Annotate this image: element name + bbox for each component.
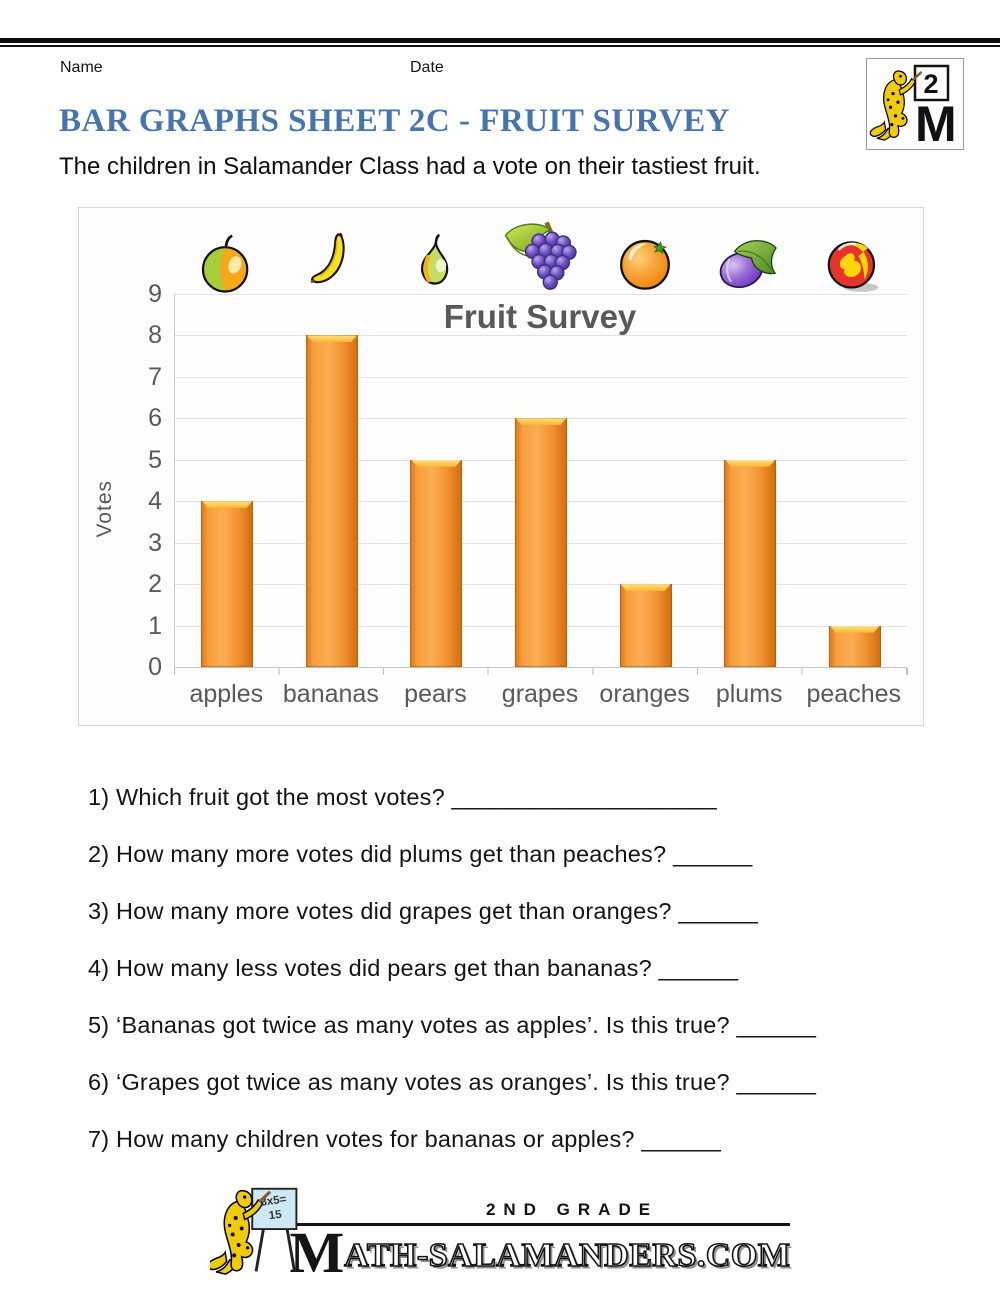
logo-letter-m: M — [915, 96, 957, 147]
top-divider — [0, 38, 1000, 47]
bar-column-oranges — [593, 294, 698, 667]
x-axis-ticks — [174, 668, 908, 675]
category-label-pears: pears — [404, 680, 467, 708]
question-item-3: 3) How many more votes did grapes get th… — [88, 898, 759, 924]
y-tick-label: 5 — [148, 445, 162, 474]
fruit-icon-row — [174, 211, 906, 295]
bar-pears — [410, 459, 463, 667]
category-label-apples: apples — [189, 680, 264, 708]
math-salamanders-corner-logo: M 2 — [866, 58, 964, 152]
question-item-1: 1) Which fruit got the most votes? _____… — [88, 784, 717, 810]
board-equation-line1: 3x5= — [259, 1194, 286, 1209]
footer-site-rest: ATH-SALAMANDERS.COM — [343, 1236, 791, 1274]
y-tick-label: 8 — [148, 321, 162, 350]
peach-icon — [827, 241, 879, 292]
question-item-2: 2) How many more votes did plums get tha… — [88, 841, 753, 867]
fruit-survey-chart: Fruit Survey 0 1 2 3 4 5 6 7 8 9 Votes apples bana… — [78, 207, 924, 726]
pear-icon — [421, 233, 449, 285]
category-label-bananas: bananas — [282, 680, 379, 708]
bar-column-pears — [384, 294, 489, 667]
footer-grade-text: 2ND GRADE — [289, 1200, 791, 1226]
bar-column-peaches — [802, 294, 907, 667]
apple-icon — [202, 234, 249, 293]
chart-title: Fruit Survey — [443, 298, 637, 335]
bar-column-grapes — [489, 294, 594, 667]
gridline — [175, 376, 907, 378]
question-item-4: 4) How many less votes did pears get tha… — [88, 955, 739, 981]
y-tick-label: 0 — [148, 653, 162, 681]
y-tick-label: 9 — [148, 280, 162, 308]
x-axis-category-labels: apples bananas pears grapes oranges plums peac… — [174, 680, 906, 709]
bar-column-bananas — [280, 294, 385, 667]
question-item-5: 5) ‘Bananas got twice as many votes as a… — [88, 1012, 817, 1038]
footer-site-initial: M — [289, 1219, 345, 1285]
gridline — [175, 294, 907, 295]
bars-container — [175, 294, 907, 667]
logo-grade-number: 2 — [923, 69, 938, 99]
question-item-6: 6) ‘Grapes got twice as many votes as or… — [88, 1069, 817, 1095]
footer-logo: 3x5= 15 2ND GRADE MATH-SALAMANDERS.COM — [0, 1183, 1000, 1281]
bar-column-apples — [175, 294, 280, 667]
y-tick-label: 4 — [148, 487, 162, 516]
bar-plums — [724, 459, 777, 667]
y-tick-label: 7 — [148, 362, 162, 391]
category-label-peaches: peaches — [806, 680, 902, 708]
date-label: Date — [410, 59, 444, 76]
bar-apples — [201, 501, 254, 667]
category-label-oranges: oranges — [599, 680, 690, 708]
category-label-plums: plums — [715, 680, 783, 708]
category-label-grapes: grapes — [501, 680, 579, 708]
plum-icon — [719, 240, 778, 289]
page-title: BAR GRAPHS SHEET 2C - FRUIT SURVEY — [59, 103, 731, 139]
board-equation-line2: 15 — [268, 1209, 283, 1223]
banana-icon — [310, 232, 345, 284]
gridline — [175, 335, 907, 337]
bar-oranges — [619, 584, 672, 667]
question-item-7: 7) How many children votes for bananas o… — [88, 1126, 722, 1152]
salamander-logo-icon: M 2 — [868, 64, 957, 152]
question-list: 1) Which fruit got the most votes? _____… — [88, 784, 960, 1183]
plot-area — [174, 294, 907, 668]
y-axis-title: Votes — [93, 480, 116, 538]
y-tick-label: 3 — [148, 528, 162, 557]
bar-bananas — [305, 335, 358, 667]
name-label: Name — [60, 59, 103, 76]
orange-icon — [619, 239, 670, 290]
y-tick-label: 6 — [148, 404, 162, 433]
y-tick-label: 1 — [148, 611, 162, 640]
footer-site-name: MATH-SALAMANDERS.COM — [290, 1223, 791, 1281]
bar-peaches — [828, 625, 881, 667]
bar-column-plums — [698, 294, 803, 667]
footer-salamander-icon: 3x5= 15 — [209, 1187, 297, 1276]
y-tick-label: 2 — [148, 570, 162, 599]
page-subtitle: The children in Salamander Class had a v… — [59, 153, 761, 180]
bar-grapes — [515, 418, 568, 667]
grapes-icon — [504, 221, 577, 290]
